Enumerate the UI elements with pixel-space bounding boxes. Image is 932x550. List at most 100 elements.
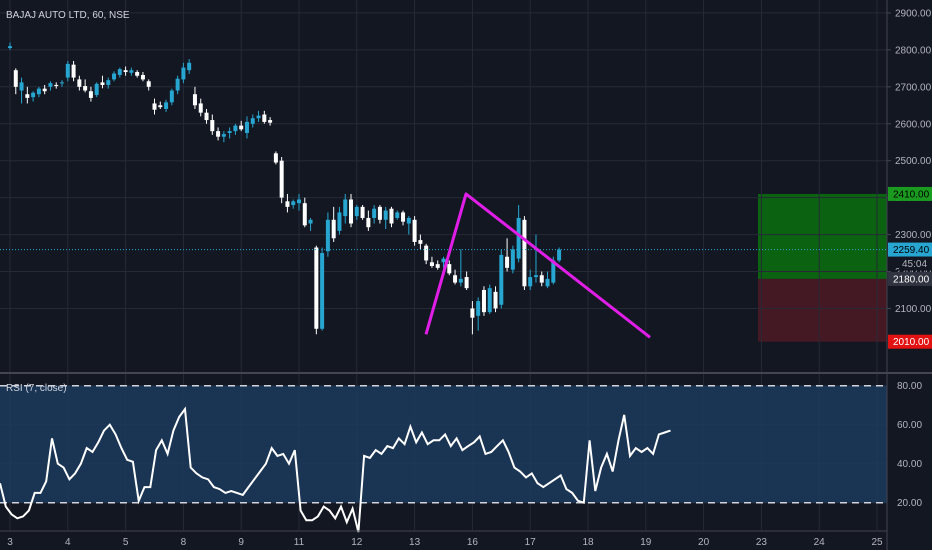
candle[interactable] bbox=[389, 206, 394, 228]
candle[interactable] bbox=[418, 234, 423, 250]
candle[interactable] bbox=[539, 271, 544, 287]
stop-zone[interactable] bbox=[758, 278, 887, 342]
candle[interactable] bbox=[117, 67, 122, 78]
candle[interactable] bbox=[279, 157, 284, 204]
candle[interactable] bbox=[320, 247, 325, 331]
candle[interactable] bbox=[227, 127, 232, 139]
candle[interactable] bbox=[8, 42, 12, 50]
candle[interactable] bbox=[510, 245, 515, 274]
target-zone[interactable] bbox=[758, 193, 887, 279]
price-tag[interactable] bbox=[888, 334, 932, 349]
candle[interactable] bbox=[499, 249, 504, 309]
candle[interactable] bbox=[54, 82, 59, 89]
candle[interactable] bbox=[48, 81, 53, 91]
candle[interactable] bbox=[453, 269, 458, 285]
price-tag[interactable] bbox=[888, 242, 932, 257]
candle[interactable] bbox=[88, 86, 93, 102]
candle[interactable] bbox=[77, 75, 82, 91]
candle[interactable] bbox=[192, 86, 197, 109]
candle[interactable] bbox=[169, 88, 174, 106]
candle[interactable] bbox=[152, 98, 157, 115]
candle[interactable] bbox=[349, 193, 354, 228]
candle[interactable] bbox=[42, 84, 47, 95]
candle[interactable] bbox=[25, 86, 30, 104]
candle[interactable] bbox=[19, 77, 24, 104]
candle[interactable] bbox=[239, 120, 244, 132]
candle[interactable] bbox=[244, 116, 249, 139]
price-tag[interactable] bbox=[888, 271, 932, 286]
candle[interactable] bbox=[181, 62, 186, 84]
candle[interactable] bbox=[140, 72, 145, 82]
candle[interactable] bbox=[372, 205, 377, 224]
candle[interactable] bbox=[13, 68, 18, 95]
candle[interactable] bbox=[331, 206, 336, 242]
candle[interactable] bbox=[406, 216, 411, 235]
candle[interactable] bbox=[158, 101, 163, 109]
candle[interactable] bbox=[401, 210, 406, 226]
candle[interactable] bbox=[447, 260, 452, 276]
candle[interactable] bbox=[441, 256, 446, 268]
pattern-line[interactable] bbox=[424, 192, 651, 339]
candle[interactable] bbox=[100, 75, 105, 89]
candle[interactable] bbox=[528, 269, 533, 290]
candle[interactable] bbox=[221, 131, 226, 143]
candle[interactable] bbox=[146, 79, 151, 91]
candle[interactable] bbox=[493, 286, 498, 313]
position-tool[interactable] bbox=[758, 193, 887, 342]
candle[interactable] bbox=[476, 297, 481, 331]
candle[interactable] bbox=[314, 245, 319, 335]
price-tag[interactable] bbox=[888, 186, 932, 201]
candle[interactable] bbox=[470, 301, 475, 335]
candle[interactable] bbox=[94, 82, 99, 98]
candle[interactable] bbox=[522, 216, 527, 290]
candle[interactable] bbox=[458, 249, 463, 287]
candle[interactable] bbox=[31, 91, 36, 102]
candle[interactable] bbox=[308, 217, 313, 231]
candle[interactable] bbox=[210, 114, 215, 135]
candle[interactable] bbox=[256, 110, 261, 122]
candle[interactable] bbox=[464, 271, 469, 290]
candle[interactable] bbox=[354, 205, 359, 220]
candle[interactable] bbox=[60, 80, 65, 87]
candle[interactable] bbox=[297, 193, 301, 211]
candle[interactable] bbox=[505, 238, 510, 272]
candle[interactable] bbox=[366, 210, 371, 231]
candle[interactable] bbox=[36, 86, 41, 98]
candle[interactable] bbox=[424, 243, 429, 265]
candle[interactable] bbox=[83, 79, 88, 93]
candle[interactable] bbox=[435, 260, 440, 270]
candle[interactable] bbox=[65, 60, 70, 82]
candle[interactable] bbox=[545, 271, 550, 289]
candle[interactable] bbox=[268, 117, 273, 126]
candle[interactable] bbox=[112, 71, 117, 82]
candle[interactable] bbox=[337, 206, 342, 235]
candle[interactable] bbox=[129, 67, 134, 76]
candle[interactable] bbox=[343, 193, 348, 224]
candle[interactable] bbox=[557, 247, 562, 263]
candle[interactable] bbox=[106, 77, 111, 89]
candle[interactable] bbox=[262, 110, 267, 124]
candle[interactable] bbox=[360, 205, 365, 220]
candle[interactable] bbox=[175, 75, 180, 95]
candle[interactable] bbox=[429, 256, 434, 268]
candle[interactable] bbox=[250, 114, 255, 128]
candle[interactable] bbox=[377, 205, 382, 224]
candle[interactable] bbox=[481, 286, 486, 316]
candle[interactable] bbox=[164, 99, 169, 112]
candle[interactable] bbox=[273, 151, 278, 165]
candle[interactable] bbox=[198, 98, 203, 117]
candle[interactable] bbox=[71, 60, 76, 82]
candle[interactable] bbox=[395, 210, 400, 220]
candle[interactable] bbox=[383, 206, 388, 230]
candle[interactable] bbox=[533, 234, 538, 283]
candle[interactable] bbox=[204, 108, 209, 124]
candle[interactable] bbox=[216, 127, 221, 141]
candle[interactable] bbox=[285, 193, 290, 213]
candle[interactable] bbox=[291, 199, 296, 209]
candle[interactable] bbox=[123, 66, 128, 76]
candle[interactable] bbox=[302, 197, 307, 228]
candle[interactable] bbox=[187, 59, 192, 74]
candlestick-series[interactable] bbox=[8, 42, 562, 335]
pattern-drawing[interactable] bbox=[0, 192, 887, 339]
